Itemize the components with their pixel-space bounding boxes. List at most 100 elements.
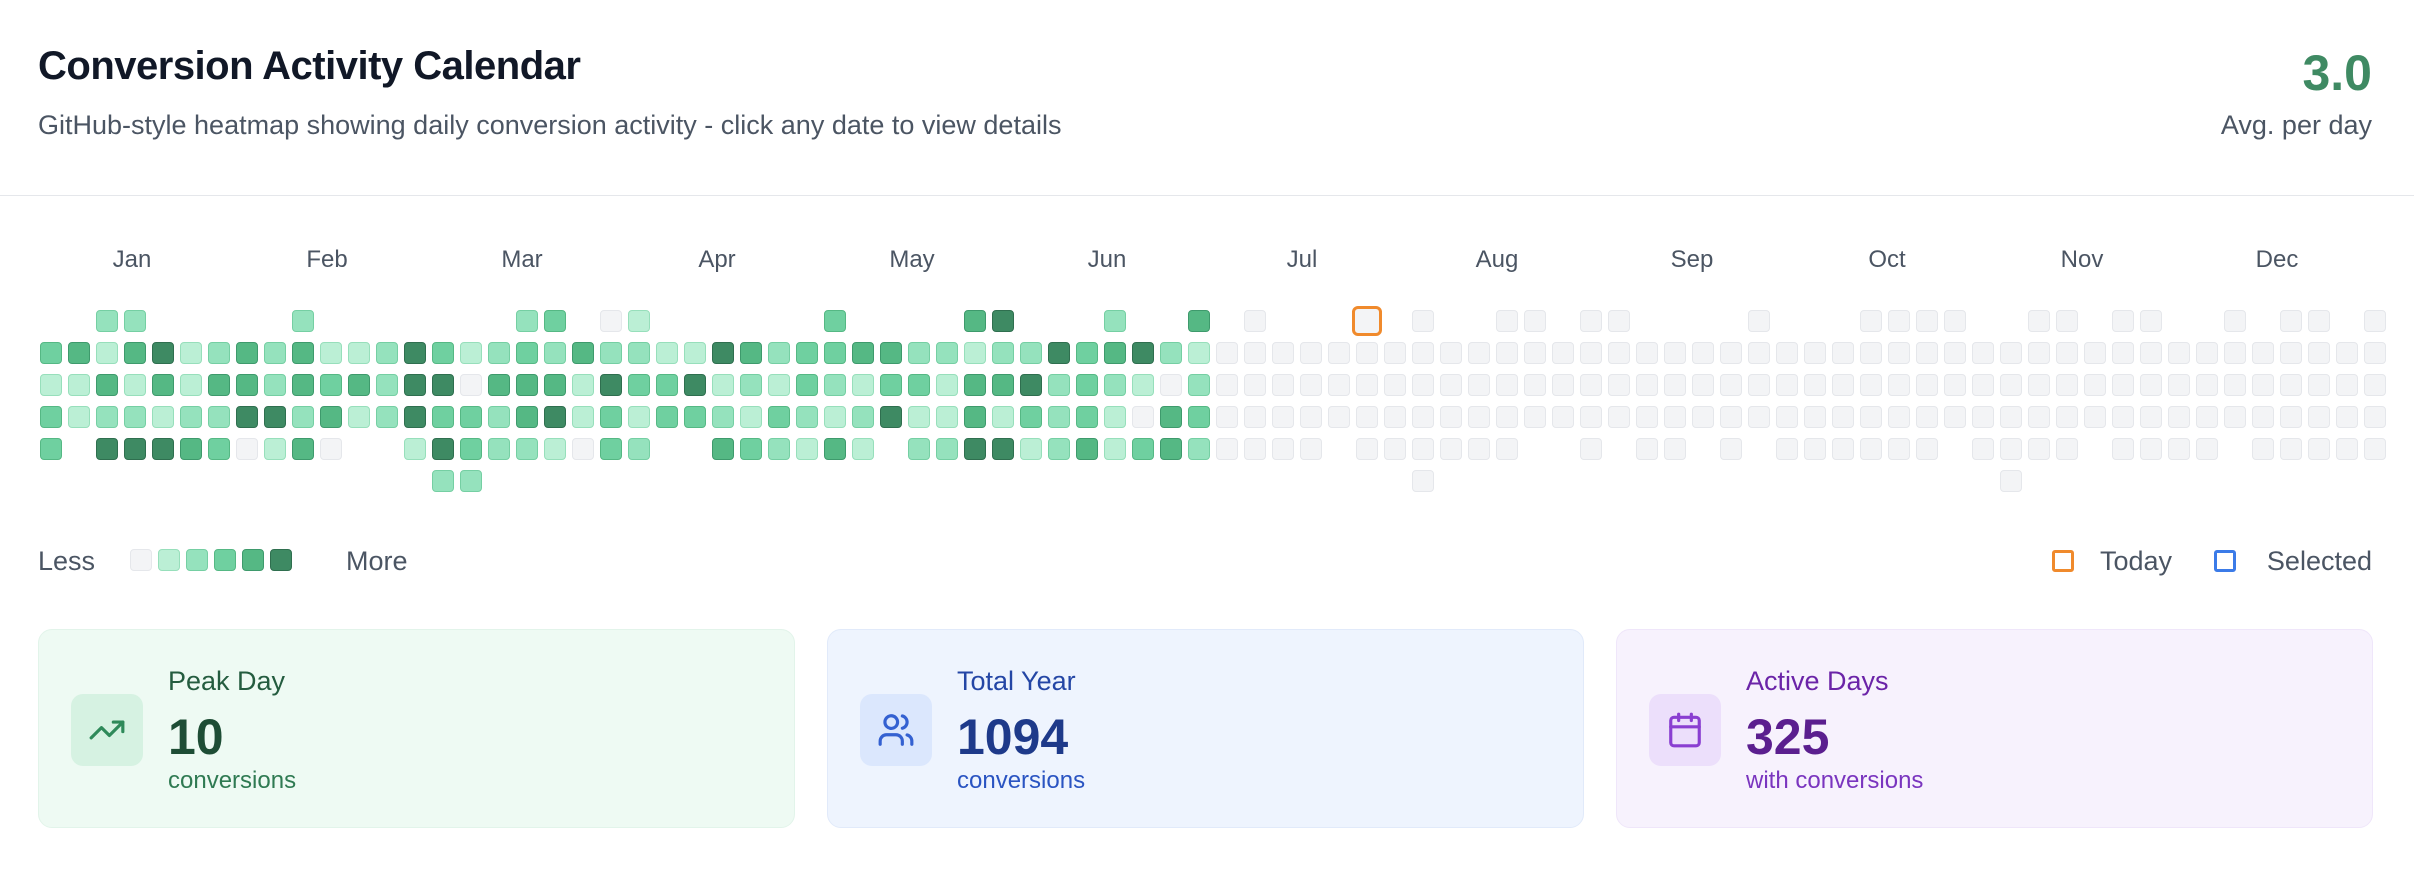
- day-cell[interactable]: [740, 406, 762, 428]
- day-cell[interactable]: [1552, 374, 1574, 396]
- day-cell[interactable]: [572, 406, 594, 428]
- day-cell[interactable]: [1160, 438, 1182, 460]
- day-cell[interactable]: [1804, 374, 1826, 396]
- day-cell[interactable]: [2140, 310, 2162, 332]
- day-cell[interactable]: [572, 374, 594, 396]
- day-cell[interactable]: [376, 342, 398, 364]
- day-cell[interactable]: [1888, 438, 1910, 460]
- day-cell[interactable]: [824, 406, 846, 428]
- day-cell[interactable]: [152, 374, 174, 396]
- day-cell[interactable]: [684, 342, 706, 364]
- day-cell[interactable]: [2224, 406, 2246, 428]
- day-cell[interactable]: [824, 374, 846, 396]
- day-cell[interactable]: [1524, 310, 1546, 332]
- day-cell[interactable]: [2056, 310, 2078, 332]
- day-cell[interactable]: [768, 406, 790, 428]
- day-cell[interactable]: [1720, 342, 1742, 364]
- day-cell[interactable]: [96, 310, 118, 332]
- day-cell[interactable]: [1496, 342, 1518, 364]
- day-cell[interactable]: [1188, 374, 1210, 396]
- day-cell[interactable]: [2196, 406, 2218, 428]
- day-cell[interactable]: [1384, 406, 1406, 428]
- day-cell[interactable]: [68, 374, 90, 396]
- day-cell[interactable]: [180, 406, 202, 428]
- day-cell[interactable]: [1244, 374, 1266, 396]
- day-cell[interactable]: [1216, 374, 1238, 396]
- day-cell[interactable]: [1272, 406, 1294, 428]
- day-cell[interactable]: [124, 342, 146, 364]
- day-cell[interactable]: [1440, 342, 1462, 364]
- day-cell[interactable]: [628, 310, 650, 332]
- day-cell[interactable]: [124, 438, 146, 460]
- day-cell[interactable]: [516, 342, 538, 364]
- day-cell[interactable]: [1440, 406, 1462, 428]
- day-cell[interactable]: [1720, 406, 1742, 428]
- day-cell[interactable]: [1328, 374, 1350, 396]
- day-cell[interactable]: [2336, 374, 2358, 396]
- day-cell[interactable]: [1272, 342, 1294, 364]
- day-cell[interactable]: [1440, 438, 1462, 460]
- day-cell[interactable]: [1944, 310, 1966, 332]
- day-cell[interactable]: [1664, 342, 1686, 364]
- day-cell[interactable]: [1776, 374, 1798, 396]
- day-cell[interactable]: [2364, 342, 2386, 364]
- day-cell[interactable]: [432, 342, 454, 364]
- day-cell[interactable]: [40, 438, 62, 460]
- day-cell[interactable]: [964, 310, 986, 332]
- day-cell[interactable]: [264, 438, 286, 460]
- day-cell[interactable]: [852, 374, 874, 396]
- day-cell[interactable]: [824, 342, 846, 364]
- day-cell[interactable]: [2308, 374, 2330, 396]
- day-cell[interactable]: [1860, 438, 1882, 460]
- day-cell[interactable]: [1776, 342, 1798, 364]
- day-cell[interactable]: [1188, 406, 1210, 428]
- day-cell[interactable]: [824, 310, 846, 332]
- day-cell[interactable]: [1692, 406, 1714, 428]
- day-cell[interactable]: [1412, 374, 1434, 396]
- day-cell[interactable]: [908, 406, 930, 428]
- day-cell[interactable]: [1188, 438, 1210, 460]
- day-cell[interactable]: [1804, 342, 1826, 364]
- day-cell[interactable]: [1832, 406, 1854, 428]
- day-cell[interactable]: [432, 374, 454, 396]
- day-cell[interactable]: [964, 406, 986, 428]
- day-cell[interactable]: [2140, 438, 2162, 460]
- day-cell[interactable]: [628, 406, 650, 428]
- day-cell[interactable]: [152, 438, 174, 460]
- day-cell[interactable]: [600, 406, 622, 428]
- day-cell[interactable]: [1944, 342, 1966, 364]
- day-cell[interactable]: [880, 374, 902, 396]
- day-cell[interactable]: [488, 438, 510, 460]
- day-cell[interactable]: [1608, 310, 1630, 332]
- day-cell[interactable]: [1020, 374, 1042, 396]
- day-cell[interactable]: [1832, 342, 1854, 364]
- day-cell[interactable]: [992, 374, 1014, 396]
- day-cell[interactable]: [740, 374, 762, 396]
- day-cell[interactable]: [2000, 406, 2022, 428]
- day-cell[interactable]: [432, 438, 454, 460]
- day-cell[interactable]: [1748, 374, 1770, 396]
- day-cell[interactable]: [2364, 310, 2386, 332]
- day-cell[interactable]: [1160, 342, 1182, 364]
- day-cell[interactable]: [1048, 374, 1070, 396]
- day-cell[interactable]: [1972, 438, 1994, 460]
- day-cell[interactable]: [348, 406, 370, 428]
- day-cell[interactable]: [1132, 342, 1154, 364]
- day-cell[interactable]: [1580, 342, 1602, 364]
- day-cell[interactable]: [2056, 342, 2078, 364]
- day-cell[interactable]: [936, 374, 958, 396]
- day-cell[interactable]: [2056, 406, 2078, 428]
- day-cell[interactable]: [1580, 438, 1602, 460]
- day-cell[interactable]: [1496, 310, 1518, 332]
- day-cell[interactable]: [796, 438, 818, 460]
- day-cell[interactable]: [2364, 438, 2386, 460]
- day-cell[interactable]: [96, 374, 118, 396]
- day-cell[interactable]: [964, 342, 986, 364]
- day-cell[interactable]: [1608, 342, 1630, 364]
- day-cell[interactable]: [348, 374, 370, 396]
- day-cell[interactable]: [2112, 406, 2134, 428]
- day-cell[interactable]: [404, 374, 426, 396]
- day-cell[interactable]: [1664, 374, 1686, 396]
- day-cell[interactable]: [208, 438, 230, 460]
- day-cell[interactable]: [1916, 438, 1938, 460]
